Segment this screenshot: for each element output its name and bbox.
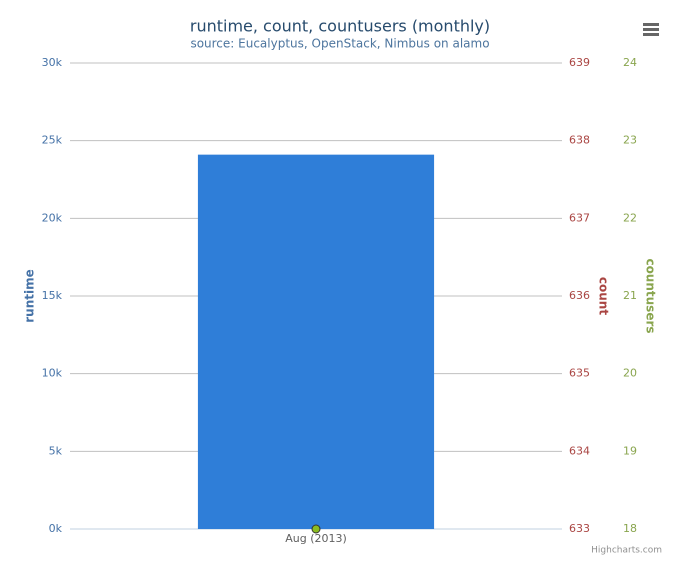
chart-title: runtime, count, countusers (monthly) <box>190 17 490 36</box>
y-axis-title: runtime <box>23 269 37 323</box>
x-tick-label: Aug (2013) <box>285 532 347 545</box>
credits[interactable]: Highcharts.com <box>591 546 662 556</box>
y2-tick-label: 637 <box>569 211 590 224</box>
menu-bar <box>643 23 659 26</box>
y2-tick-label: 638 <box>569 134 590 147</box>
y2-tick-label: 636 <box>569 289 590 302</box>
y3-tick-label: 24 <box>623 56 637 69</box>
y3-tick-label: 22 <box>623 211 637 224</box>
menu-bar <box>643 33 659 36</box>
menu-button[interactable] <box>643 23 659 36</box>
y-tick-label: 10k <box>42 367 63 380</box>
y3-tick-label: 20 <box>623 367 637 380</box>
y3-tick-label: 21 <box>623 289 637 302</box>
y-tick-label: 0k <box>49 522 63 535</box>
y-tick-label: 20k <box>42 211 63 224</box>
y2-axis-title: count <box>597 277 611 315</box>
y3-tick-label: 18 <box>623 522 637 535</box>
point <box>311 524 321 534</box>
y2-tick-label: 639 <box>569 56 590 69</box>
y2-tick-label: 635 <box>569 367 590 380</box>
y3-axis-title: countusers <box>644 258 658 333</box>
y-tick-label: 30k <box>42 56 63 69</box>
chart-subtitle: source: Eucalyptus, OpenStack, Nimbus on… <box>190 37 489 51</box>
y-tick-label: 5k <box>49 444 63 457</box>
bar <box>197 154 435 529</box>
y3-tick-label: 19 <box>623 444 637 457</box>
y3-tick-label: 23 <box>623 134 637 147</box>
y2-tick-label: 634 <box>569 444 590 457</box>
y-tick-label: 15k <box>42 289 63 302</box>
y-tick-label: 25k <box>42 134 63 147</box>
y2-tick-label: 633 <box>569 522 590 535</box>
menu-bar <box>643 28 659 31</box>
